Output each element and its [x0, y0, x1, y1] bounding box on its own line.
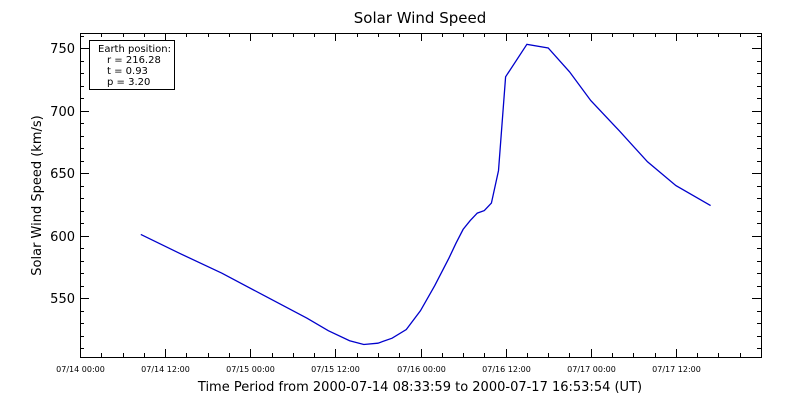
legend-box	[89, 40, 175, 90]
y-tick-label: 750	[50, 42, 75, 57]
legend-r-value: r = 216.28	[107, 55, 161, 66]
legend-p-value: p = 3.20	[107, 77, 150, 88]
solar-wind-speed-line	[140, 43, 711, 346]
legend-title: Earth position:	[98, 44, 171, 55]
x-tick-label: 07/14 00:00	[56, 365, 105, 374]
earth-position-legend: Earth position: r = 216.28 t = 0.93 p = …	[89, 40, 175, 90]
x-tick-label: 07/16 12:00	[482, 365, 531, 374]
y-axis-label: Solar Wind Speed (km/s)	[30, 115, 45, 275]
x-tick-label: 07/14 12:00	[141, 365, 190, 374]
x-tick-labels: 07/14 00:00 07/14 12:00 07/15 00:00 07/15 1…	[56, 365, 701, 374]
y-tick-label: 650	[50, 167, 75, 182]
chart-title: Solar Wind Speed	[354, 9, 486, 27]
legend-t-value: t = 0.93	[107, 66, 148, 77]
y-tick-label: 600	[50, 230, 75, 245]
x-axis-label: Time Period from 2000-07-14 08:33:59 to …	[197, 380, 642, 395]
x-tick-label: 07/15 12:00	[311, 365, 360, 374]
x-tick-label: 07/17 12:00	[652, 365, 701, 374]
y-tick-label: 700	[50, 105, 75, 120]
x-tick-label: 07/16 00:00	[397, 365, 446, 374]
x-tick-label: 07/15 00:00	[226, 365, 275, 374]
x-tick-label: 07/17 00:00	[567, 365, 616, 374]
y-tick-labels: 550 600 650 700 750	[50, 42, 75, 307]
y-tick-label: 550	[50, 292, 75, 307]
tick-marks	[80, 33, 761, 357]
